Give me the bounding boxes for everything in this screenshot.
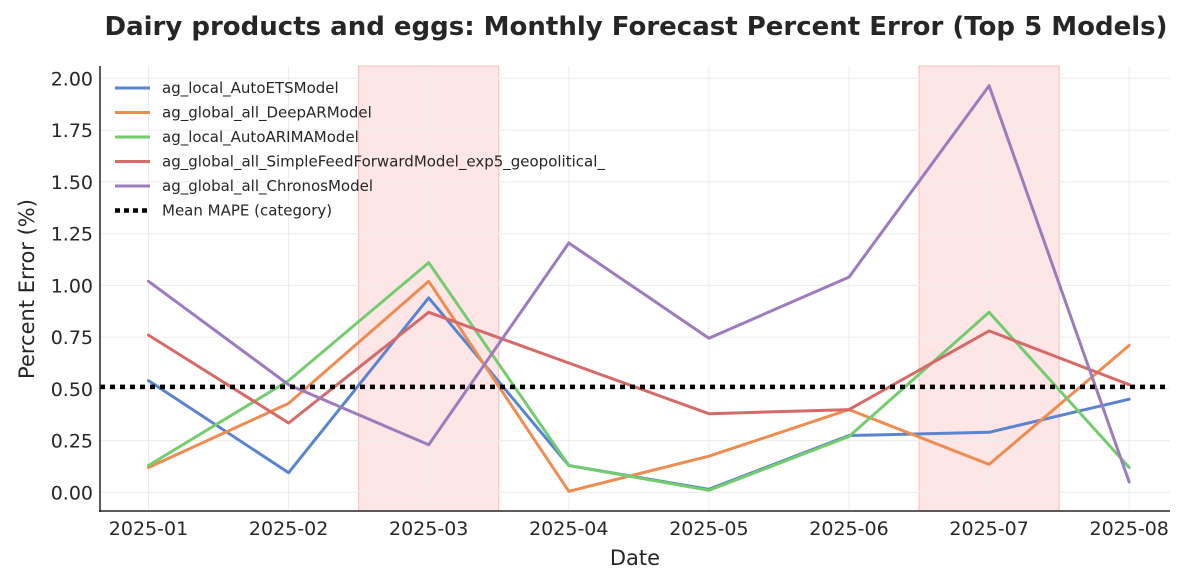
y-tick-label: 0.25 <box>51 431 93 453</box>
chart-title: Dairy products and eggs: Monthly Forecas… <box>105 12 1168 42</box>
y-tick-label: 2.00 <box>51 68 93 90</box>
series-line-3 <box>147 310 1131 425</box>
x-tick-label: 2025-06 <box>809 518 888 540</box>
x-axis-label: Date <box>610 546 660 570</box>
legend-label-1: ag_global_all_DeepARModel <box>162 104 372 123</box>
y-tick-label: 0.50 <box>51 379 93 401</box>
y-axis-label: Percent Error (%) <box>15 199 39 379</box>
y-tick-label: 0.75 <box>51 327 93 349</box>
x-tick-label: 2025-03 <box>389 518 468 540</box>
series-lines <box>147 84 1131 493</box>
legend-label-2: ag_local_AutoARIMAModel <box>162 128 359 147</box>
y-tick-label: 1.00 <box>51 275 93 297</box>
x-tick-label: 2025-07 <box>949 518 1028 540</box>
series-line-1 <box>147 279 1131 493</box>
y-tick-label: 1.25 <box>51 224 93 246</box>
y-tick-label: 1.50 <box>51 172 93 194</box>
x-tick-label: 2025-02 <box>249 518 328 540</box>
grid <box>100 66 1170 511</box>
x-tick-label: 2025-05 <box>669 518 748 540</box>
legend-label-0: ag_local_AutoETSModel <box>162 79 339 98</box>
x-tick-label: 2025-01 <box>109 518 188 540</box>
y-tick-label: 0.00 <box>51 482 93 504</box>
series-line-4 <box>147 84 1131 484</box>
axes <box>99 66 1170 512</box>
legend-label-5: Mean MAPE (category) <box>162 202 332 220</box>
legend: ag_local_AutoETSModel ag_global_all_DeepA… <box>115 79 605 220</box>
tick-labels: 2025-01 2025-02 2025-03 2025-04 2025-05 2025-… <box>51 68 1169 540</box>
x-tick-label: 2025-08 <box>1090 518 1169 540</box>
legend-label-3: ag_global_all_SimpleFeedForwardModel_exp… <box>162 153 605 172</box>
series-line-2 <box>147 261 1131 492</box>
x-tick-label: 2025-04 <box>529 518 608 540</box>
y-tick-label: 1.75 <box>51 120 93 142</box>
legend-label-4: ag_global_all_ChronosModel <box>162 177 373 196</box>
